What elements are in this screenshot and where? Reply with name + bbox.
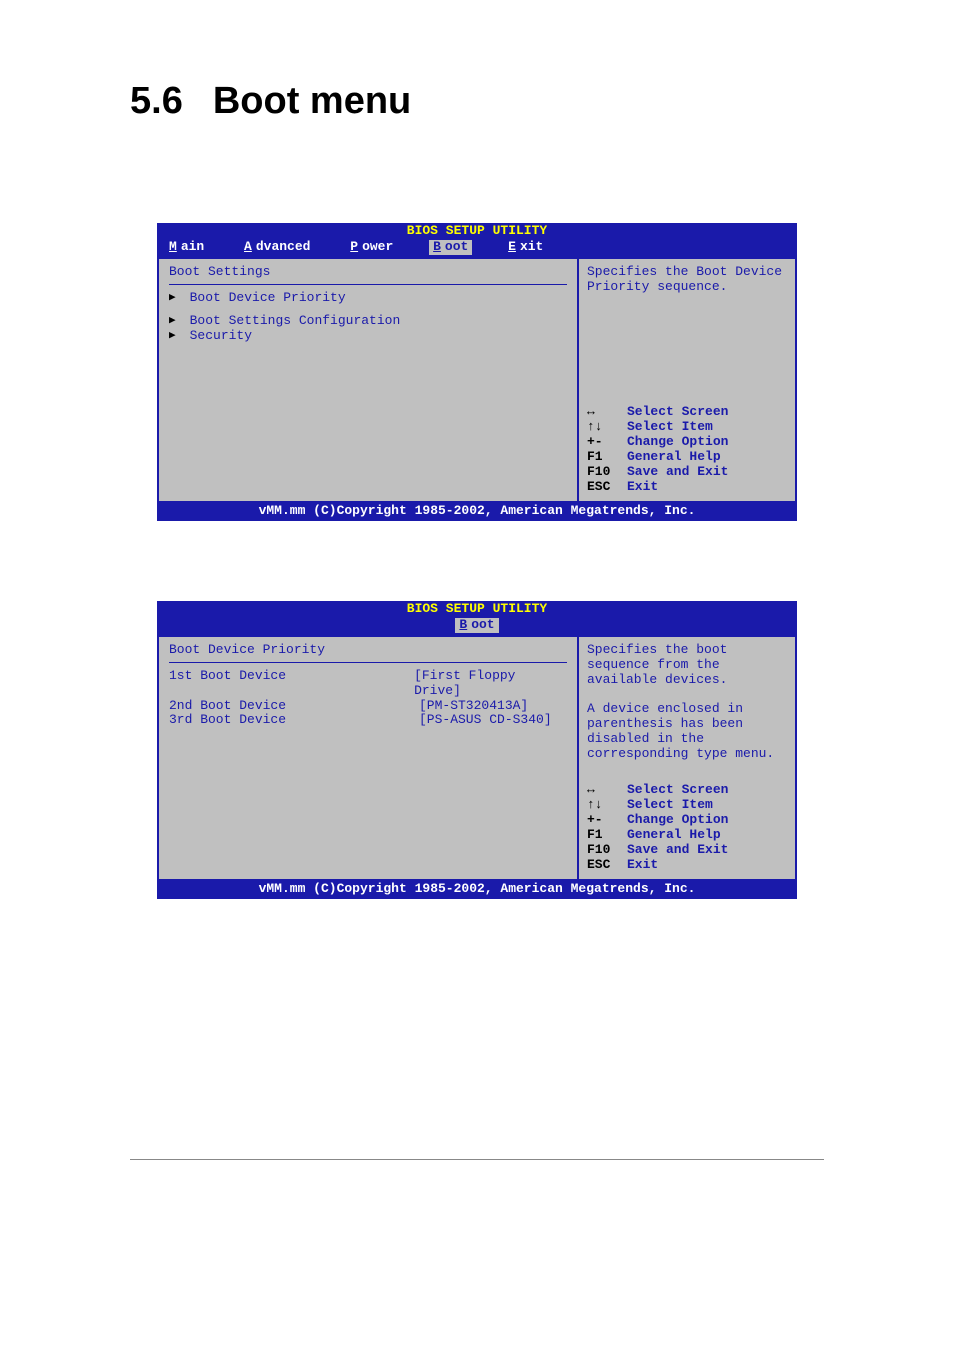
menu-advanced[interactable]: Advanced <box>240 240 314 255</box>
bios-footer: vMM.mm (C)Copyright 1985-2002, American … <box>157 503 797 521</box>
right-panel: Specifies the Boot Device Priority seque… <box>578 257 797 503</box>
page-heading: 5.6 Boot menu <box>130 80 824 123</box>
bios-screenshot-boot-device-priority: BIOS SETUP UTILITY Boot Boot Device Prio… <box>157 601 797 899</box>
page-bottom-rule <box>130 1159 824 1160</box>
menu-boot[interactable]: Boot <box>455 618 498 633</box>
left-panel: Boot Device Priority 1st Boot Device [Fi… <box>157 635 578 881</box>
menu-item-boot-settings-config[interactable]: ▶ Boot Settings Configuration <box>169 314 567 329</box>
menu-exit[interactable]: Exit <box>504 240 547 255</box>
triangle-icon: ▶ <box>169 330 176 343</box>
menu-item-boot-device-priority[interactable]: ▶ Boot Device Priority <box>169 291 567 306</box>
right-panel: Specifies the boot sequence from the ava… <box>578 635 797 881</box>
boot-device-row-2[interactable]: 2nd Boot Device [PM-ST320413A] <box>169 699 567 714</box>
divider <box>169 284 567 285</box>
bios-body: Boot Settings ▶ Boot Device Priority ▶ B… <box>157 257 797 503</box>
bios-footer: vMM.mm (C)Copyright 1985-2002, American … <box>157 881 797 899</box>
menu-main[interactable]: Main <box>165 240 208 255</box>
key-legend: ↔Select Screen ↑↓Select Item +-Change Op… <box>587 405 787 495</box>
heading-number: 5.6 <box>130 80 183 122</box>
help-text: Specifies the boot sequence from the ava… <box>587 643 787 763</box>
left-panel: Boot Settings ▶ Boot Device Priority ▶ B… <box>157 257 578 503</box>
divider <box>169 662 567 663</box>
menu-power[interactable]: Power <box>346 240 397 255</box>
bios-title: BIOS SETUP UTILITY <box>157 223 797 240</box>
triangle-icon: ▶ <box>169 292 176 305</box>
panel-title: Boot Settings <box>169 265 567 280</box>
panel-title: Boot Device Priority <box>169 643 567 658</box>
bios-screenshot-boot-menu: BIOS SETUP UTILITY Main Advanced Power B… <box>157 223 797 521</box>
bios-menubar: Boot <box>157 618 797 635</box>
boot-device-row-3[interactable]: 3rd Boot Device [PS-ASUS CD-S340] <box>169 713 567 728</box>
menu-item-security[interactable]: ▶ Security <box>169 329 567 344</box>
heading-title: Boot menu <box>213 80 411 122</box>
bios-body: Boot Device Priority 1st Boot Device [Fi… <box>157 635 797 881</box>
help-text: Specifies the Boot Device Priority seque… <box>587 265 787 295</box>
bios-menubar: Main Advanced Power Boot Exit <box>157 240 797 257</box>
menu-boot[interactable]: Boot <box>429 240 472 255</box>
triangle-icon: ▶ <box>169 315 176 328</box>
bios-title: BIOS SETUP UTILITY <box>157 601 797 618</box>
key-legend: ↔Select Screen ↑↓Select Item +-Change Op… <box>587 783 787 873</box>
boot-device-row-1[interactable]: 1st Boot Device [First Floppy Drive] <box>169 669 567 699</box>
